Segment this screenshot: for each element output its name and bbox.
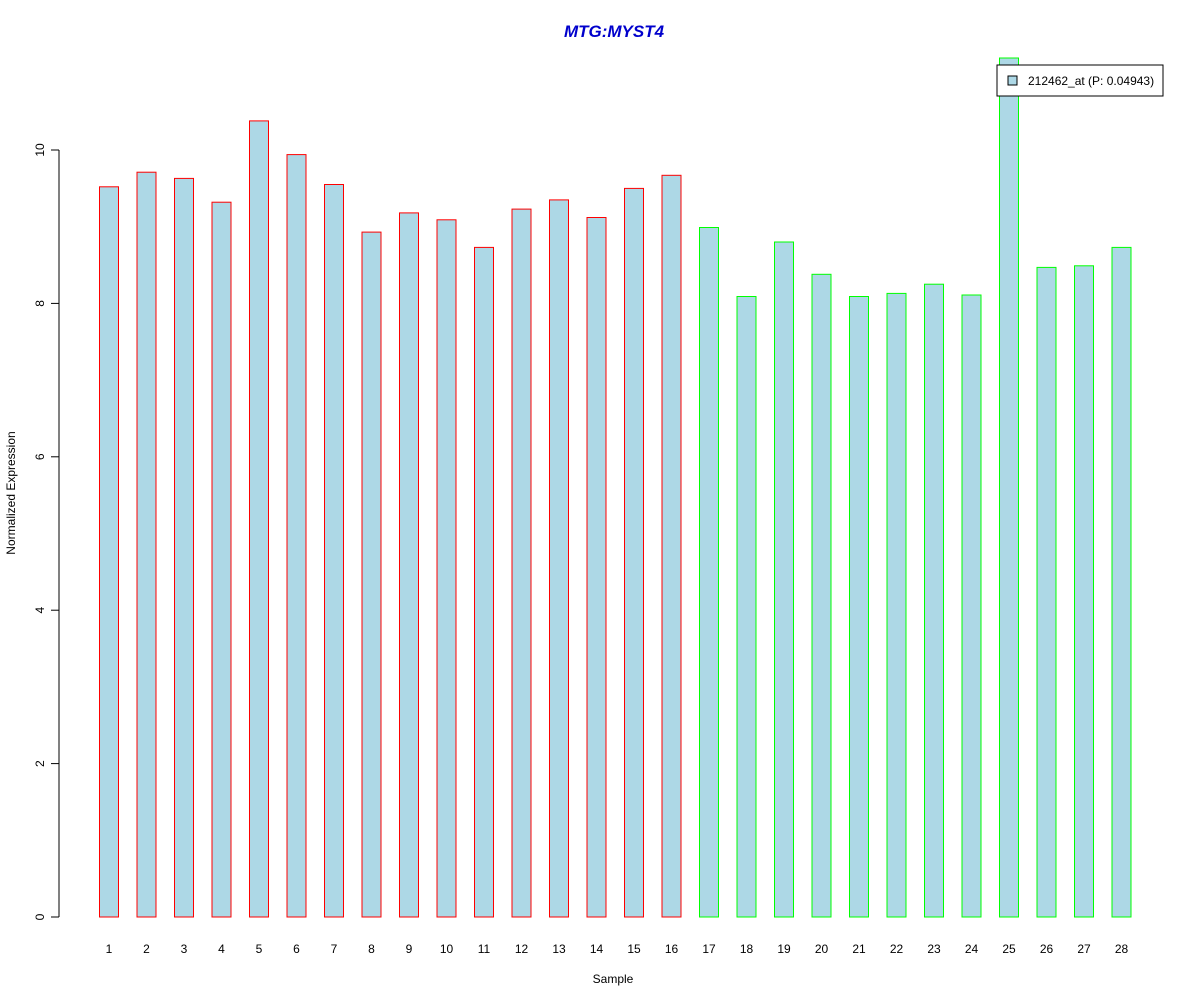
- bar-sample-26: [1036, 266, 1057, 918]
- x-tick-label: 21: [852, 942, 866, 956]
- legend-label: 212462_at (P: 0.04943): [1028, 74, 1154, 88]
- legend-box: [996, 64, 1164, 97]
- bar-sample-5: [249, 120, 269, 918]
- y-tick-label: 10: [33, 143, 47, 157]
- x-tick-label: 16: [665, 942, 679, 956]
- x-tick-label: 1: [106, 942, 113, 956]
- x-tick-label: 24: [965, 942, 979, 956]
- bar-sample-4: [211, 201, 232, 918]
- x-tick-label: 8: [368, 942, 375, 956]
- x-tick-label: 17: [702, 942, 716, 956]
- bar-sample-28: [1111, 246, 1132, 918]
- bar-sample-27: [1074, 265, 1094, 918]
- bar-sample-7: [324, 184, 344, 918]
- y-tick-label: 0: [33, 913, 47, 920]
- bar-sample-22: [886, 292, 907, 918]
- bar-sample-19: [774, 241, 794, 918]
- y-tick-label: 6: [33, 453, 47, 460]
- x-tick-label: 28: [1115, 942, 1129, 956]
- x-tick-label: 25: [1002, 942, 1016, 956]
- x-tick-label: 14: [590, 942, 604, 956]
- bars-group: [99, 57, 1132, 918]
- bar-sample-2: [136, 171, 157, 918]
- bar-sample-17: [699, 227, 719, 918]
- x-tick-label: 2: [143, 942, 150, 956]
- bar-sample-15: [624, 187, 644, 918]
- x-tick-label: 6: [293, 942, 300, 956]
- bar-sample-8: [361, 231, 382, 918]
- bar-sample-6: [286, 154, 307, 918]
- bar-sample-11: [474, 246, 494, 918]
- x-tick-label: 5: [256, 942, 263, 956]
- x-tick-label: 10: [440, 942, 454, 956]
- x-tick-label: 19: [777, 942, 791, 956]
- chart-title: MTG:MYST4: [564, 22, 665, 41]
- x-tick-label: 3: [181, 942, 188, 956]
- x-tick-label: 9: [406, 942, 413, 956]
- bar-sample-3: [174, 177, 194, 918]
- x-tick-label: 20: [815, 942, 829, 956]
- bar-sample-13: [549, 199, 569, 918]
- bar-sample-25: [999, 57, 1019, 918]
- bar-sample-16: [661, 174, 682, 918]
- y-tick-label: 8: [33, 300, 47, 307]
- x-tick-label: 22: [890, 942, 904, 956]
- x-tick-label: 4: [218, 942, 225, 956]
- bar-sample-9: [399, 212, 419, 918]
- x-tick-label: 7: [331, 942, 338, 956]
- bar-sample-14: [586, 217, 607, 918]
- bar-sample-12: [511, 208, 532, 918]
- x-tick-label: 26: [1040, 942, 1054, 956]
- y-axis-title: Normalized Expression: [4, 431, 18, 554]
- x-tick-label: 12: [515, 942, 529, 956]
- y-tick-label: 2: [33, 760, 47, 767]
- bar-sample-21: [849, 296, 869, 918]
- bar-sample-20: [811, 273, 832, 918]
- bar-sample-10: [436, 219, 457, 918]
- x-axis-title: Sample: [593, 972, 634, 986]
- x-tick-label: 18: [740, 942, 754, 956]
- y-tick-label: 4: [33, 607, 47, 614]
- bar-sample-1: [99, 186, 119, 918]
- bar-sample-18: [736, 296, 757, 918]
- bar-sample-23: [924, 283, 944, 918]
- x-tick-label: 11: [478, 942, 491, 956]
- x-tick-label: 15: [627, 942, 641, 956]
- y-axis: 0 2 4 6 8 10: [33, 143, 60, 920]
- legend: 212462_at (P: 0.04943): [996, 64, 1164, 97]
- legend-swatch: [1007, 75, 1018, 86]
- x-tick-labels: 1 2 3 4 5 6 7 8 9 10 11 12 13 14 15 16 17 18 19 20 21 22 23 24 2…: [106, 942, 1129, 956]
- x-tick-label: 13: [552, 942, 566, 956]
- bar-sample-24: [961, 294, 982, 918]
- x-tick-label: 27: [1077, 942, 1091, 956]
- x-tick-label: 23: [927, 942, 941, 956]
